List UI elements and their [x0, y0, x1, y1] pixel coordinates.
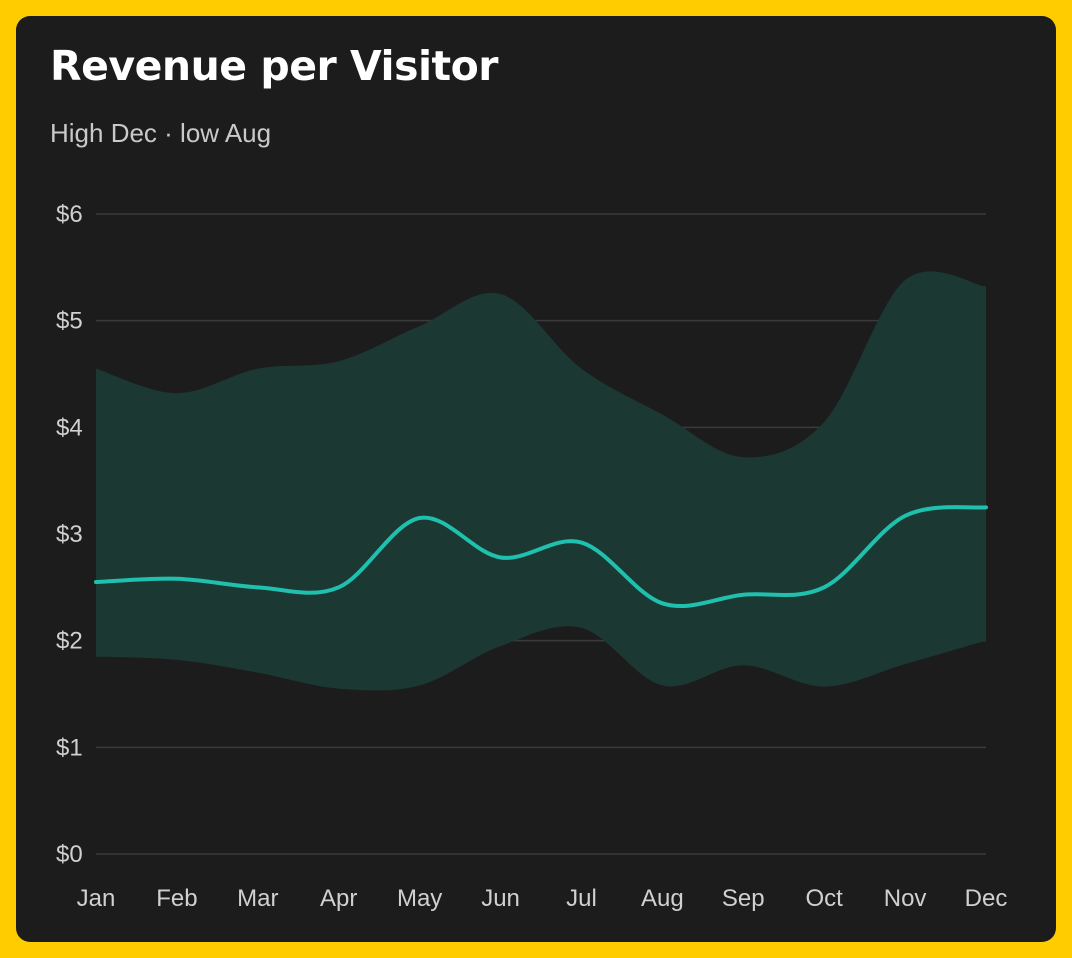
x-tick-label: Feb [156, 885, 197, 912]
x-tick-label: May [397, 885, 442, 912]
y-tick-label: $2 [56, 628, 83, 655]
x-tick-label: Dec [965, 885, 1008, 912]
series-line-layer [94, 505, 988, 609]
chart-card: Revenue per Visitor High Dec · low Aug $… [16, 16, 1056, 942]
y-axis-ticks: $0 $1 $2 $3 $4 $5 $6 [56, 201, 83, 868]
y-tick-label: $3 [56, 521, 83, 548]
y-tick-label: $1 [56, 734, 83, 761]
x-tick-label: Jul [566, 885, 597, 912]
y-tick-label: $0 [56, 841, 83, 868]
x-tick-label: Sep [722, 885, 765, 912]
x-tick-label: Aug [641, 885, 684, 912]
x-tick-label: Apr [320, 885, 357, 912]
y-tick-label: $4 [56, 414, 83, 441]
x-tick-label: Jun [481, 885, 520, 912]
range-band-layer [96, 271, 986, 691]
y-tick-label: $5 [56, 308, 83, 335]
chart-plot: $0 $1 $2 $3 $4 $5 $6 Jan Feb Mar Apr May Jun Jul Aug S… [56, 201, 1008, 912]
x-axis-ticks: Jan Feb Mar Apr May Jun Jul Aug Sep Oct Nov Dec [77, 885, 1008, 912]
x-tick-label: Mar [237, 885, 278, 912]
y-tick-label: $6 [56, 201, 83, 228]
x-tick-label: Oct [806, 885, 844, 912]
range-band [96, 271, 986, 691]
chart-subtitle: High Dec · low Aug [50, 118, 272, 148]
chart-title: Revenue per Visitor [50, 42, 499, 90]
series-line [94, 505, 988, 609]
x-tick-label: Nov [884, 885, 927, 912]
x-tick-label: Jan [77, 885, 116, 912]
